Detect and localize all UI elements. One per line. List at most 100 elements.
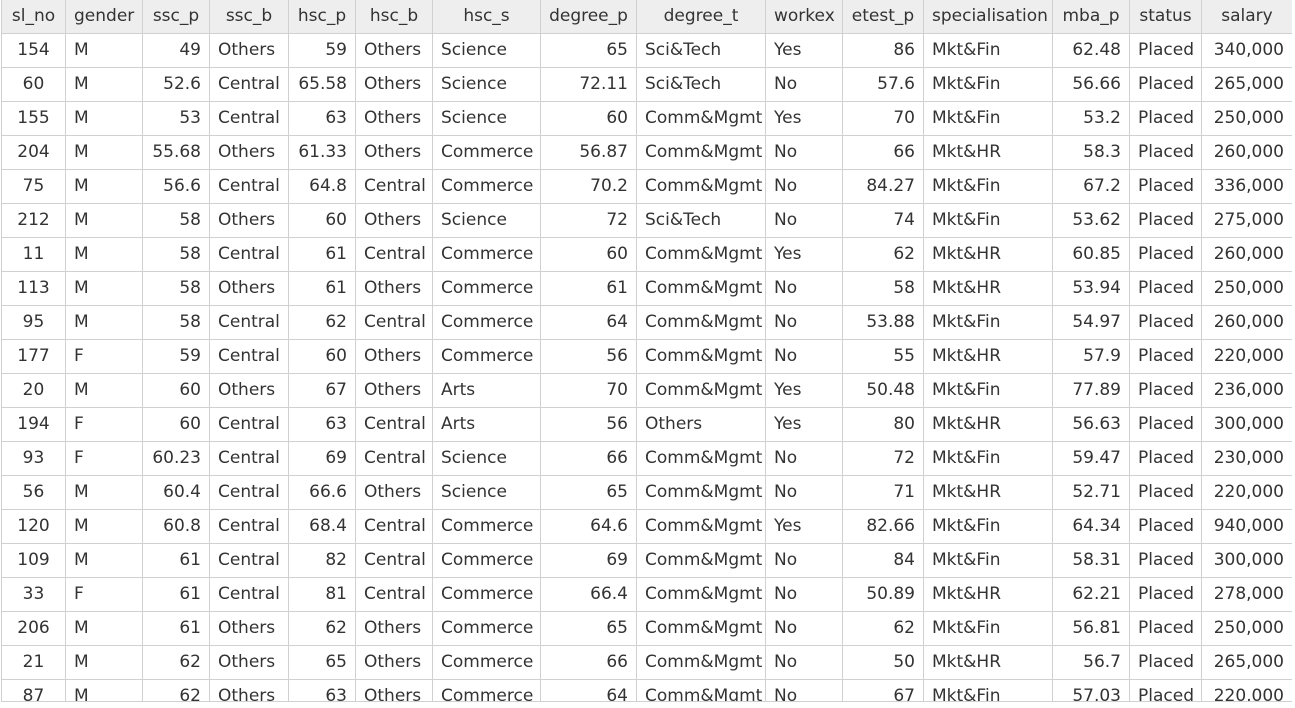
- cell-status: Placed: [1129, 169, 1202, 204]
- cell-ssc-b: Central: [209, 543, 289, 578]
- cell-etest-p: 80: [842, 407, 924, 442]
- cell-ssc-p: 60: [142, 373, 210, 408]
- column-header-salary[interactable]: salary: [1201, 0, 1292, 34]
- cell-mba-p: 57.9: [1052, 339, 1130, 374]
- table-row: 109 M 61 Central 82 Central Commerce 69 Comm&Mgm…: [1, 543, 1292, 578]
- cell-hsc-b: Central: [355, 305, 433, 340]
- cell-salary: 300,000: [1201, 543, 1292, 578]
- table-row: 154 M 49 Others 59 Others Science 65 Sci&Tech Yes…: [1, 33, 1292, 68]
- cell-salary: 220,000: [1201, 475, 1292, 510]
- cell-hsc-s: Commerce: [432, 271, 541, 306]
- cell-degree-p: 72.11: [540, 67, 637, 102]
- cell-status: Placed: [1129, 203, 1202, 238]
- column-header-ssc-p[interactable]: ssc_p: [142, 0, 210, 34]
- column-header-mba-p[interactable]: mba_p: [1052, 0, 1130, 34]
- cell-etest-p: 62: [842, 237, 924, 272]
- cell-mba-p: 64.34: [1052, 509, 1130, 544]
- cell-hsc-p: 62: [288, 305, 356, 340]
- cell-ssc-b: Central: [209, 237, 289, 272]
- cell-ssc-p: 61: [142, 543, 210, 578]
- column-header-specialisation[interactable]: specialisation: [923, 0, 1053, 34]
- cell-workex: No: [765, 441, 843, 476]
- cell-specialisation: Mkt&HR: [923, 645, 1053, 680]
- cell-hsc-b: Others: [355, 679, 433, 701]
- cell-degree-t: Comm&Mgmt: [636, 611, 766, 646]
- cell-ssc-p: 62: [142, 679, 210, 701]
- cell-workex: Yes: [765, 101, 843, 136]
- cell-mba-p: 62.48: [1052, 33, 1130, 68]
- table-row: 204 M 55.68 Others 61.33 Others Commerce 56.87 C…: [1, 135, 1292, 170]
- cell-etest-p: 62: [842, 611, 924, 646]
- column-header-ssc-b[interactable]: ssc_b: [209, 0, 289, 34]
- cell-hsc-b: Others: [355, 611, 433, 646]
- cell-degree-t: Others: [636, 407, 766, 442]
- cell-salary: 336,000: [1201, 169, 1292, 204]
- cell-gender: M: [65, 237, 143, 272]
- column-header-sl-no[interactable]: sl_no: [1, 0, 66, 34]
- cell-etest-p: 66: [842, 135, 924, 170]
- cell-hsc-p: 65.58: [288, 67, 356, 102]
- cell-salary: 340,000: [1201, 33, 1292, 68]
- cell-ssc-b: Central: [209, 577, 289, 612]
- column-header-degree-p[interactable]: degree_p: [540, 0, 637, 34]
- cell-sl-no: 177: [1, 339, 66, 374]
- cell-salary: 230,000: [1201, 441, 1292, 476]
- column-header-degree-t[interactable]: degree_t: [636, 0, 766, 34]
- cell-ssc-p: 61: [142, 611, 210, 646]
- cell-degree-t: Comm&Mgmt: [636, 101, 766, 136]
- cell-degree-p: 60: [540, 101, 637, 136]
- cell-status: Placed: [1129, 475, 1202, 510]
- table-row: 177 F 59 Central 60 Others Commerce 56 Comm&Mgmt…: [1, 339, 1292, 374]
- cell-workex: No: [765, 169, 843, 204]
- column-header-hsc-p[interactable]: hsc_p: [288, 0, 356, 34]
- column-header-gender[interactable]: gender: [65, 0, 143, 34]
- cell-gender: M: [65, 271, 143, 306]
- cell-degree-p: 66.4: [540, 577, 637, 612]
- cell-etest-p: 58: [842, 271, 924, 306]
- cell-specialisation: Mkt&Fin: [923, 543, 1053, 578]
- column-header-etest-p[interactable]: etest_p: [842, 0, 924, 34]
- cell-specialisation: Mkt&Fin: [923, 67, 1053, 102]
- header-row: sl_no gender ssc_p ssc_b hsc_p hsc_b hsc_s degr…: [1, 0, 1292, 34]
- cell-ssc-b: Central: [209, 305, 289, 340]
- cell-sl-no: 194: [1, 407, 66, 442]
- cell-etest-p: 50: [842, 645, 924, 680]
- cell-specialisation: Mkt&Fin: [923, 679, 1053, 701]
- cell-hsc-p: 66.6: [288, 475, 356, 510]
- cell-status: Placed: [1129, 543, 1202, 578]
- cell-mba-p: 59.47: [1052, 441, 1130, 476]
- cell-etest-p: 55: [842, 339, 924, 374]
- column-header-status[interactable]: status: [1129, 0, 1202, 34]
- column-header-hsc-s[interactable]: hsc_s: [432, 0, 541, 34]
- column-header-workex[interactable]: workex: [765, 0, 843, 34]
- cell-gender: F: [65, 441, 143, 476]
- cell-hsc-b: Central: [355, 237, 433, 272]
- cell-workex: No: [765, 543, 843, 578]
- cell-etest-p: 53.88: [842, 305, 924, 340]
- cell-etest-p: 74: [842, 203, 924, 238]
- cell-sl-no: 155: [1, 101, 66, 136]
- cell-gender: M: [65, 679, 143, 701]
- cell-gender: M: [65, 509, 143, 544]
- cell-workex: No: [765, 339, 843, 374]
- cell-hsc-p: 82: [288, 543, 356, 578]
- cell-degree-p: 70: [540, 373, 637, 408]
- cell-mba-p: 67.2: [1052, 169, 1130, 204]
- cell-salary: 300,000: [1201, 407, 1292, 442]
- cell-hsc-s: Commerce: [432, 339, 541, 374]
- table-row: 33 F 61 Central 81 Central Commerce 66.4 Comm&Mg…: [1, 577, 1292, 612]
- cell-hsc-s: Commerce: [432, 645, 541, 680]
- cell-degree-p: 65: [540, 611, 637, 646]
- cell-status: Placed: [1129, 645, 1202, 680]
- cell-salary: 250,000: [1201, 271, 1292, 306]
- cell-mba-p: 56.63: [1052, 407, 1130, 442]
- cell-workex: Yes: [765, 33, 843, 68]
- cell-hsc-b: Others: [355, 475, 433, 510]
- cell-workex: Yes: [765, 373, 843, 408]
- column-header-hsc-b[interactable]: hsc_b: [355, 0, 433, 34]
- cell-ssc-p: 58: [142, 305, 210, 340]
- cell-mba-p: 58.3: [1052, 135, 1130, 170]
- cell-etest-p: 70: [842, 101, 924, 136]
- cell-hsc-b: Others: [355, 203, 433, 238]
